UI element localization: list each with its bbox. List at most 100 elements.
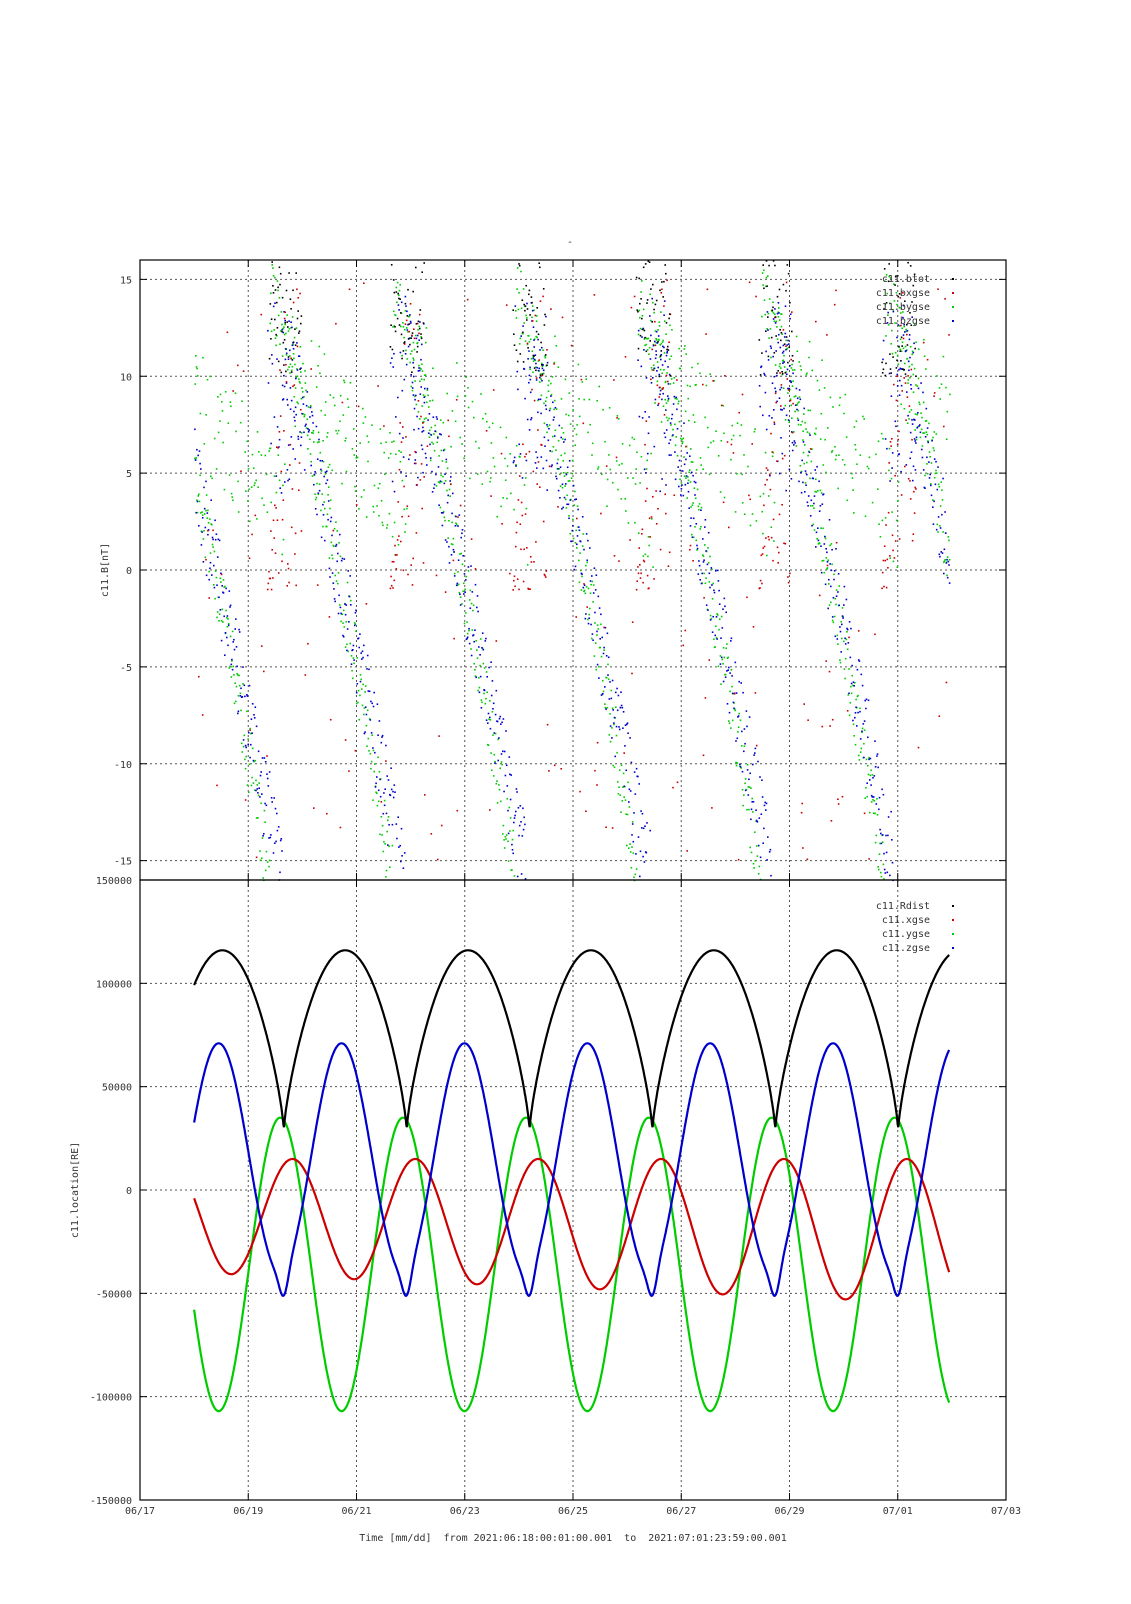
data-point: [283, 430, 285, 432]
data-point: [880, 871, 882, 874]
data-point: [474, 669, 476, 671]
data-point: [868, 858, 870, 860]
data-point: [207, 529, 210, 531]
data-point: [295, 377, 297, 380]
data-point: [243, 734, 246, 737]
data-point: [271, 549, 273, 551]
data-point: [420, 415, 422, 418]
data-point: [200, 544, 203, 546]
data-point: [349, 642, 351, 645]
data-point: [737, 716, 739, 718]
data-point: [852, 681, 855, 683]
data-point: [312, 432, 314, 434]
data-point: [801, 420, 803, 423]
data-point: [542, 369, 545, 372]
data-point: [602, 408, 604, 411]
data-point: [940, 551, 942, 553]
data-point: [843, 412, 845, 415]
data-point: [674, 444, 677, 447]
data-point: [447, 419, 449, 422]
data-point: [924, 420, 927, 422]
data-point: [297, 402, 299, 405]
data-point: [474, 583, 477, 586]
data-point: [797, 409, 800, 412]
data-point: [555, 475, 557, 478]
data-point: [202, 538, 205, 540]
data-point: [605, 655, 608, 657]
data-point: [402, 326, 405, 328]
data-point: [403, 343, 406, 345]
data-point: [223, 488, 226, 491]
data-point: [207, 509, 209, 512]
data-point: [511, 838, 514, 841]
data-point: [426, 464, 428, 466]
data-point: [546, 349, 548, 351]
data-point: [311, 414, 314, 417]
data-point: [200, 512, 202, 514]
data-point: [663, 414, 666, 416]
data-point: [317, 492, 320, 494]
data-point: [414, 398, 416, 401]
data-point: [515, 531, 518, 534]
data-point: [490, 752, 492, 754]
data-point: [440, 433, 442, 436]
data-point: [285, 352, 288, 355]
data-point: [776, 338, 779, 340]
data-point: [898, 430, 900, 433]
data-point: [881, 788, 883, 791]
data-point: [794, 395, 797, 397]
data-point: [802, 430, 804, 432]
data-point: [835, 289, 837, 292]
data-point: [297, 435, 299, 438]
data-point: [807, 719, 809, 721]
data-point: [783, 361, 785, 363]
data-point: [883, 545, 886, 547]
data-point: [908, 334, 911, 336]
data-point: [500, 505, 502, 508]
data-point: [772, 312, 775, 314]
p2-y-tick-label: 150000: [96, 876, 132, 887]
data-point: [847, 642, 850, 644]
data-point: [518, 588, 520, 591]
data-point: [263, 833, 265, 835]
data-point: [737, 731, 739, 733]
data-point: [784, 305, 787, 307]
data-point: [240, 742, 243, 745]
data-point: [504, 479, 507, 481]
data-point: [592, 601, 594, 603]
data-point: [711, 807, 713, 809]
data-point: [342, 414, 345, 416]
data-point: [294, 344, 297, 346]
data-point: [719, 491, 722, 493]
data-point: [878, 796, 881, 799]
data-point: [535, 362, 537, 365]
data-point: [863, 742, 865, 745]
data-point: [256, 431, 259, 433]
data-point: [329, 520, 332, 523]
data-point: [274, 276, 276, 279]
data-point: [290, 436, 293, 438]
data-point: [785, 489, 787, 492]
data-point: [936, 375, 938, 377]
data-point: [889, 277, 892, 279]
data-point: [542, 349, 544, 351]
data-point: [483, 667, 486, 669]
data-point: [648, 544, 650, 547]
data-point: [383, 425, 385, 427]
data-point: [889, 368, 892, 370]
data-point: [863, 756, 865, 759]
data-point: [926, 456, 928, 459]
data-point: [932, 499, 934, 501]
data-point: [252, 782, 255, 784]
data-point: [498, 737, 500, 739]
data-point: [372, 505, 374, 508]
data-point: [305, 427, 308, 429]
data-point: [830, 569, 833, 572]
data-point: [199, 462, 201, 465]
data-point: [345, 437, 347, 440]
x-tick-label: 06/23: [450, 1506, 480, 1517]
data-point: [286, 585, 288, 587]
data-point: [640, 291, 642, 293]
data-point: [663, 305, 665, 307]
data-point: [802, 439, 804, 441]
